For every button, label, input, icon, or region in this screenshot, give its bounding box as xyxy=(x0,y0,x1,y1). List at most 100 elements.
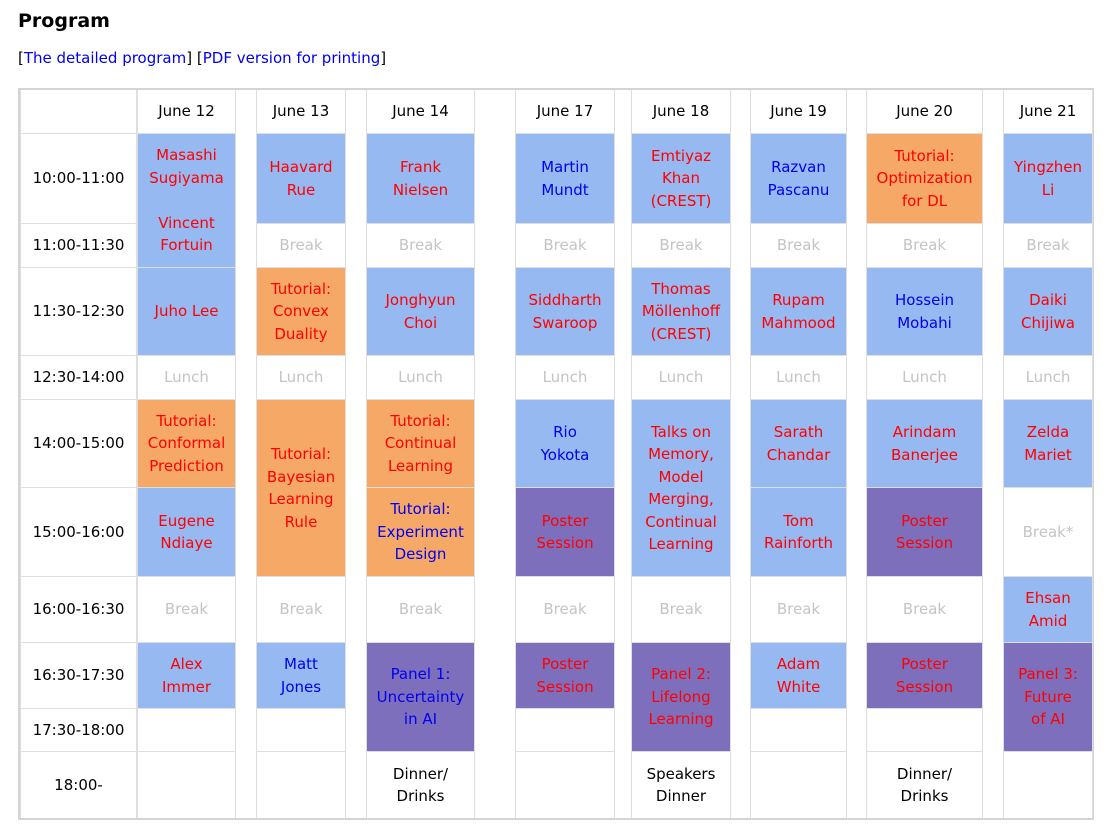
time-slot: 12:30-14:00 xyxy=(21,356,136,399)
bracket-middle: ] [ xyxy=(186,49,203,67)
table-gridline-horizontal xyxy=(1003,751,1092,752)
table-gridline-horizontal xyxy=(750,399,846,400)
table-gridline-horizontal xyxy=(137,133,235,134)
tutorial-cell-text: Tutorial: Continual Learning xyxy=(385,410,457,478)
session-cell: Emtiyaz Khan (CREST) xyxy=(632,134,730,223)
program-table: June 12 June 13 June 14 June 17 June 18 June … xyxy=(18,88,1094,820)
session-cell-text: Haavard Rue xyxy=(269,156,332,201)
cell-line: Rainforth xyxy=(764,534,833,552)
cell-line: Frank xyxy=(399,158,442,176)
panel-cell-text: Panel 3: Future of AI xyxy=(1018,663,1078,731)
table-gridline-vertical xyxy=(982,90,983,818)
poster-session-cell: Poster Session xyxy=(867,488,982,576)
day-header-3: June 14 xyxy=(367,89,474,133)
session-cell-text: Talks on Memory, Model Merging, Continual Lea… xyxy=(645,421,717,556)
poster-session-cell-text: Poster Session xyxy=(536,510,593,555)
panel-cell-text: Panel 2: Lifelong Learning xyxy=(648,663,713,731)
lunch-cell-text: Lunch xyxy=(398,368,443,387)
time-slot: 16:30-17:30 xyxy=(21,643,136,708)
session-cell: Frank Nielsen xyxy=(367,134,474,223)
table-gridline-horizontal xyxy=(1003,399,1092,400)
tutorial-cell: Tutorial: Continual Learning xyxy=(367,400,474,487)
session-cell: Haavard Rue xyxy=(257,134,345,223)
table-gridline-horizontal xyxy=(256,576,345,577)
cell-line: Adam xyxy=(776,655,821,673)
table-gridline-vertical xyxy=(1092,90,1093,818)
time-slot-text: 16:30-17:30 xyxy=(32,666,125,685)
session-cell-text: Emtiyaz Khan (CREST) xyxy=(651,145,712,213)
table-gridline-horizontal xyxy=(631,751,730,752)
session-cell: Zelda Mariet xyxy=(1004,400,1092,487)
cell-line: Chijiwa xyxy=(1021,313,1075,332)
cell-line: Tutorial: xyxy=(390,500,451,519)
table-gridline-horizontal xyxy=(366,751,474,752)
tutorial-cell-text: Tutorial: Convex Duality xyxy=(271,278,331,346)
session-cell: Rio Yokota xyxy=(516,400,614,487)
table-gridline-horizontal xyxy=(1003,133,1092,134)
break-cell: Break xyxy=(751,224,846,267)
cell-line: Arindam xyxy=(892,423,957,441)
table-gridline-horizontal xyxy=(750,576,846,577)
cell-line: Learning xyxy=(648,535,714,553)
break-cell-text: Break xyxy=(659,600,703,619)
session-cell-text: Daiki Chijiwa xyxy=(1021,289,1075,334)
session-cell-text: Masashi Sugiyama Vincent Fortuin xyxy=(149,144,224,257)
cell-line: Nielsen xyxy=(392,180,449,199)
time-slot: 11:00-11:30 xyxy=(21,224,136,267)
table-gridline-horizontal xyxy=(866,267,982,268)
cell-line: Li xyxy=(1041,180,1055,199)
cell-line: Model xyxy=(658,467,704,486)
cell-line: Mahmood xyxy=(761,313,836,332)
detailed-program-link[interactable]: The detailed program xyxy=(23,49,187,67)
table-gridline-vertical xyxy=(345,90,346,818)
break-cell: Break xyxy=(751,577,846,642)
table-gridline-horizontal xyxy=(366,355,474,356)
cell-line: Merging, xyxy=(648,490,714,508)
table-gridline-vertical xyxy=(474,90,475,818)
table-gridline-vertical xyxy=(515,90,516,818)
cell-line: Tutorial: xyxy=(270,445,332,463)
tutorial-cell-text: Tutorial: Bayesian Learning Rule xyxy=(267,443,335,533)
cell-line: Memory, xyxy=(648,445,714,463)
session-cell: Jonghyun Choi xyxy=(367,268,474,355)
cell-line: Siddharth xyxy=(528,291,602,309)
table-gridline-horizontal xyxy=(866,399,982,400)
table-gridline-horizontal xyxy=(515,576,614,577)
session-cell: Razvan Pascanu xyxy=(751,134,846,223)
day-header-5-text: June 18 xyxy=(652,101,710,120)
time-slot: 15:00-16:00 xyxy=(21,488,136,576)
table-gridline-horizontal xyxy=(631,399,730,400)
lunch-cell: Lunch xyxy=(367,356,474,399)
cell-line: Panel 1: xyxy=(390,665,451,684)
table-gridline-horizontal xyxy=(750,267,846,268)
session-cell-text: Yingzhen Li xyxy=(1014,156,1082,201)
table-gridline-horizontal xyxy=(366,576,474,577)
break-cell: Break xyxy=(257,577,345,642)
table-gridline-vertical xyxy=(631,90,632,818)
break-cell: Break xyxy=(867,224,982,267)
session-cell-text: Matt Jones xyxy=(281,653,321,698)
break-cell: Break xyxy=(138,577,235,642)
cell-line: Fortuin xyxy=(160,236,213,255)
time-slot-text: 11:00-11:30 xyxy=(32,236,125,255)
table-gridline-horizontal xyxy=(256,708,345,709)
table-gridline-horizontal xyxy=(515,751,614,752)
lunch-cell: Lunch xyxy=(257,356,345,399)
cell-line: Ndiaye xyxy=(160,534,213,552)
lunch-cell-text: Lunch xyxy=(776,368,821,387)
cell-line: Panel 2: xyxy=(651,665,711,684)
session-cell-text: Adam White xyxy=(777,653,821,698)
table-gridline-horizontal xyxy=(866,487,982,488)
table-gridline-horizontal xyxy=(137,399,235,400)
table-gridline-horizontal xyxy=(256,133,345,134)
table-gridline-horizontal xyxy=(366,642,474,643)
day-header-1: June 12 xyxy=(138,89,235,133)
table-gridline-horizontal xyxy=(631,642,730,643)
lunch-cell-text: Lunch xyxy=(164,368,209,387)
session-cell-text: Ehsan Amid xyxy=(1025,587,1071,632)
session-cell-text: Hossein Mobahi xyxy=(895,289,954,334)
cell-line: Emtiyaz xyxy=(650,146,712,165)
cell-line: Daiki xyxy=(1029,291,1067,309)
pdf-version-link[interactable]: PDF version for printing xyxy=(202,49,381,67)
panel-cell: Panel 3: Future of AI xyxy=(1004,643,1092,751)
